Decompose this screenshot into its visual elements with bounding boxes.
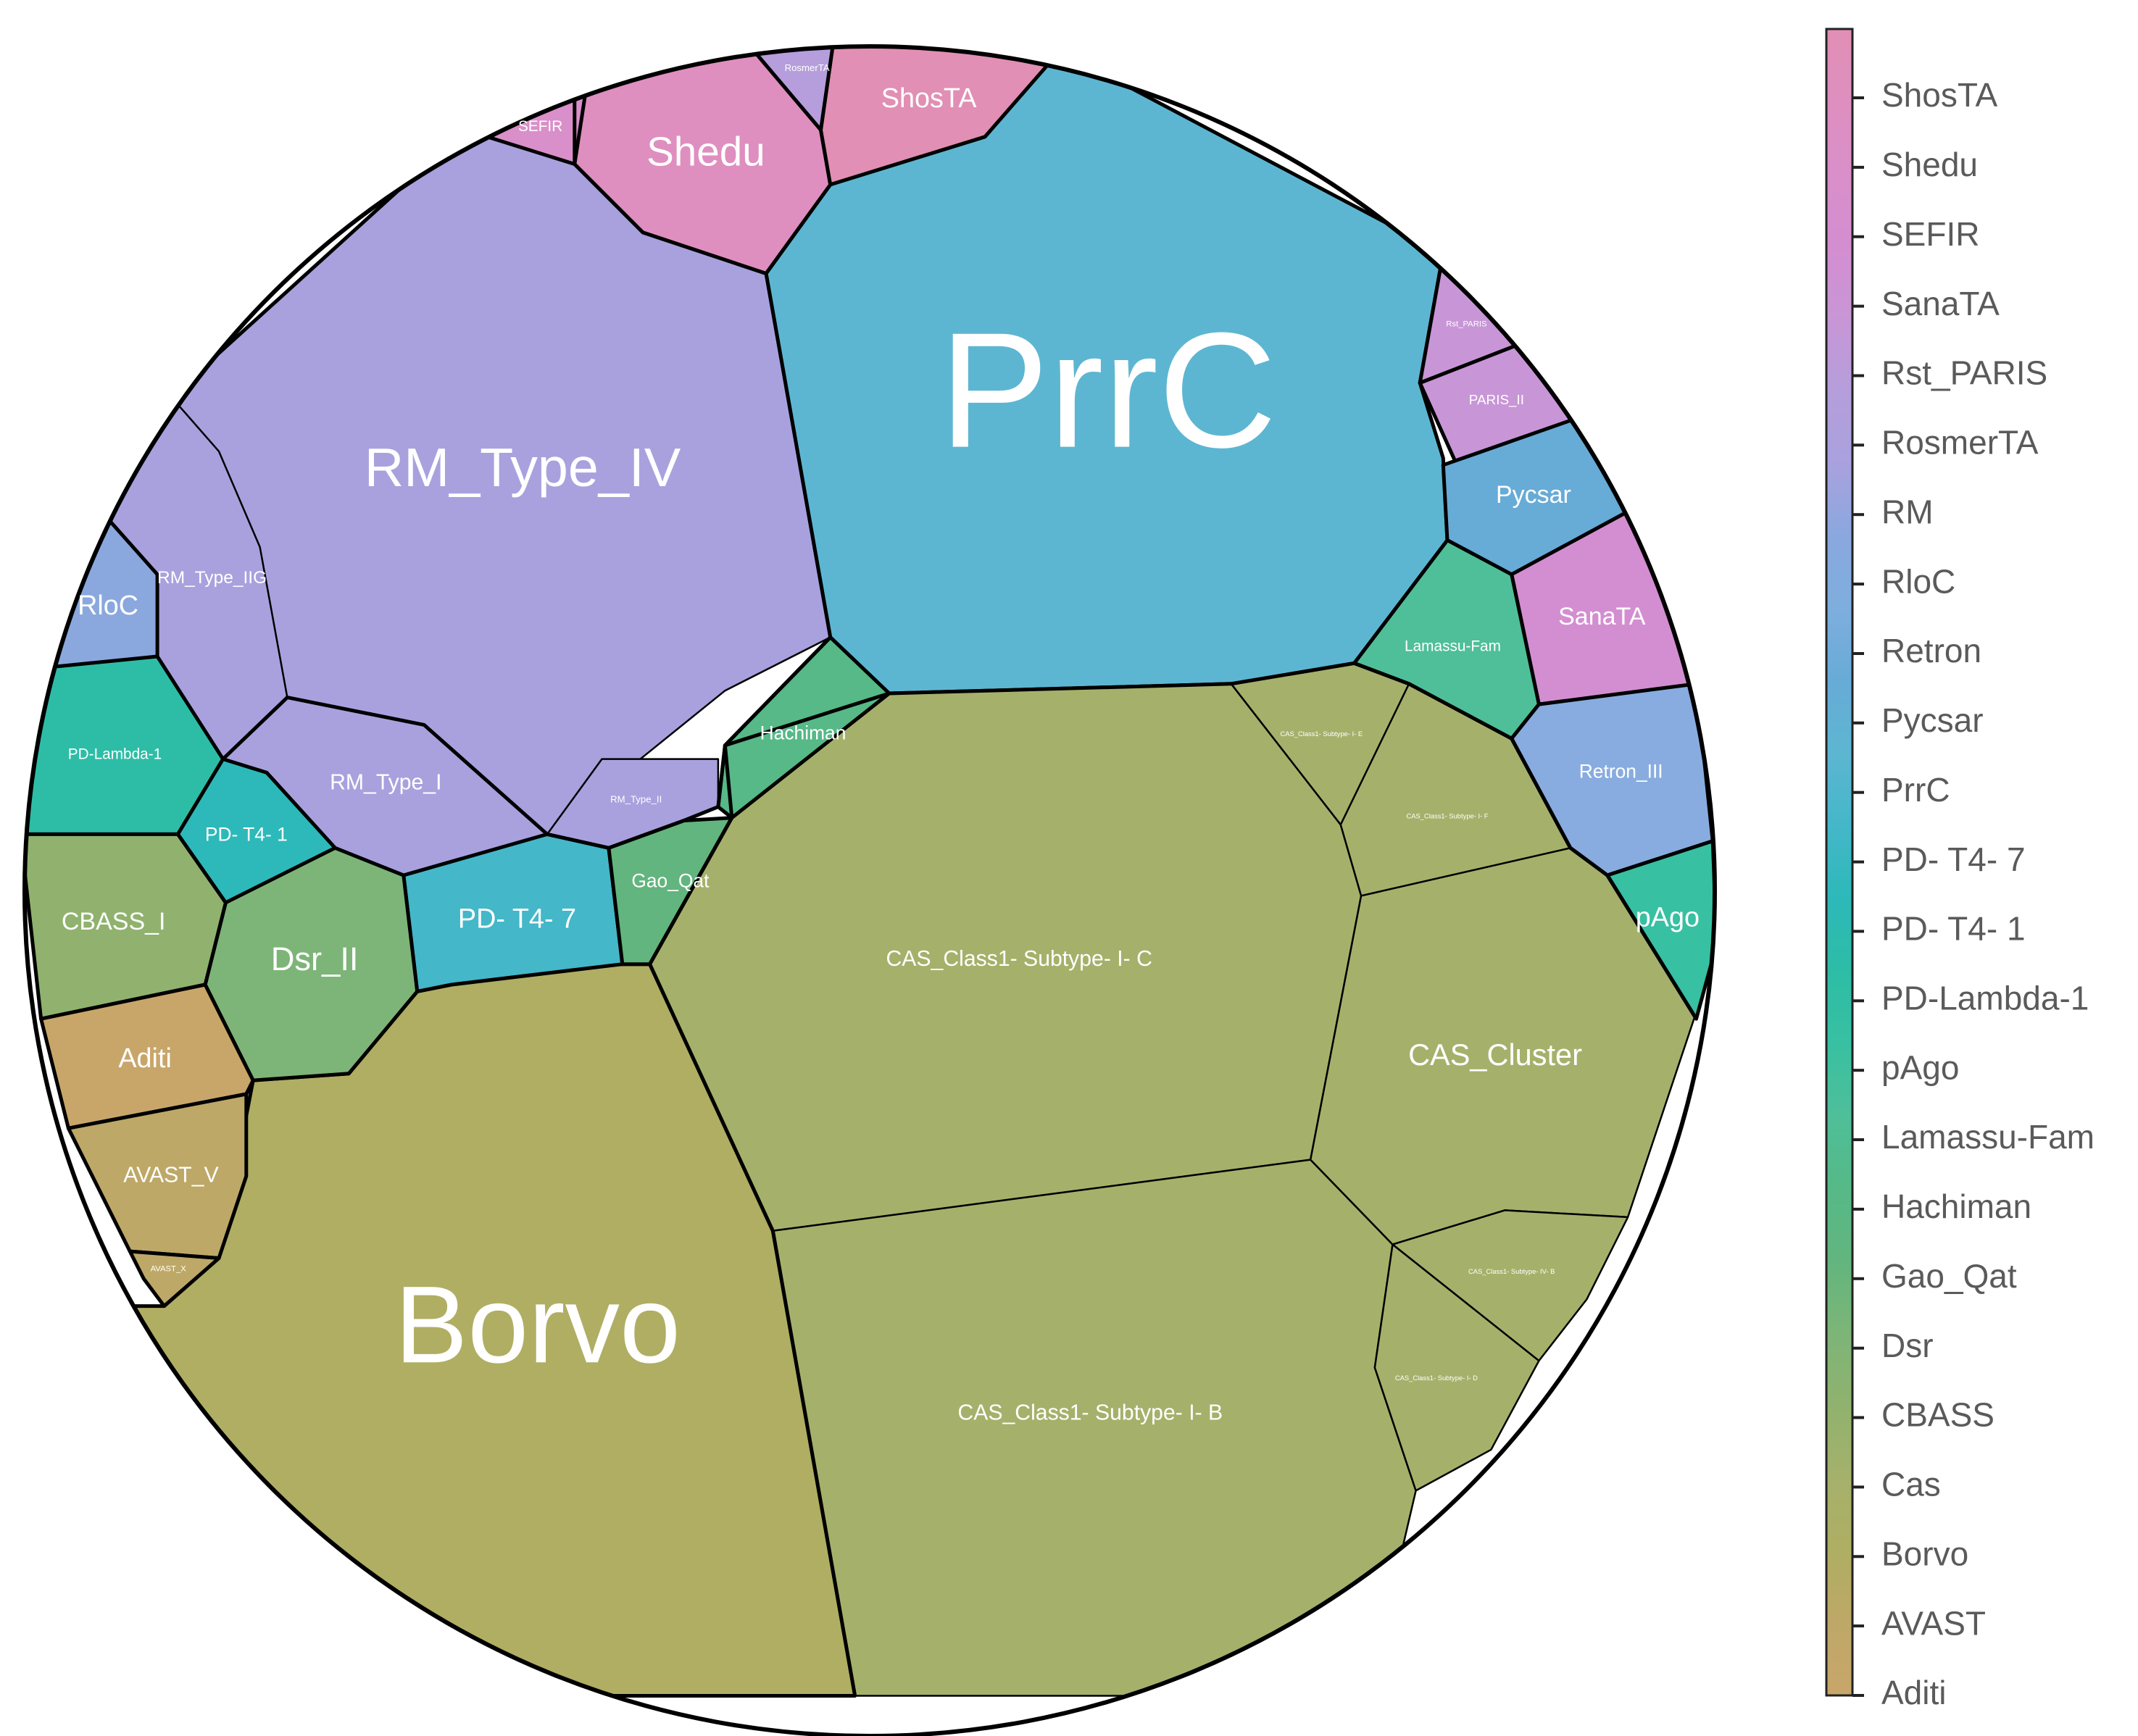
cell-retron-iii-label: Retron_III — [1579, 760, 1663, 782]
cell-rloc-label: RloC — [78, 591, 138, 621]
outline-group — [22, 44, 1717, 1736]
legend-label: PD- T4- 1 — [1881, 910, 2026, 948]
legend-label: AVAST — [1881, 1604, 1986, 1642]
cell-pago-label: pAgo — [1636, 902, 1700, 932]
cell-cas-i-d-label: CAS_Class1- Subtype- I- D — [1395, 1374, 1478, 1382]
cell-cas-i-e-label: CAS_Class1- Subtype- I- E — [1281, 730, 1363, 738]
cell-sanata-label: SanaTA — [1558, 603, 1646, 630]
cell-gao-qat-label: Gao_Qat — [631, 869, 710, 891]
group-boundary-1 — [221, 88, 833, 850]
cell-pd-t4-1-label: PD- T4- 1 — [205, 823, 288, 845]
legend-label: Retron — [1881, 632, 1981, 669]
legend-label: Borvo — [1881, 1535, 1968, 1572]
outer-circle — [22, 44, 1717, 1736]
legend-label: RloC — [1881, 562, 1955, 600]
cell-rm-type-ii-label: RM_Type_II — [610, 794, 662, 805]
legend-label: CBASS — [1881, 1396, 1995, 1434]
cell-avast-v-label: AVAST_V — [123, 1163, 218, 1187]
cell-rosmerta-label: RosmerTA — [785, 62, 830, 73]
cell-dsr-ii-label: Dsr_II — [271, 940, 359, 977]
cell-rosmerta — [744, 46, 836, 132]
legend-label: Hachiman — [1881, 1188, 2031, 1225]
legend-label: Gao_Qat — [1881, 1257, 2017, 1295]
legend-label: Dsr — [1881, 1327, 1934, 1364]
legend-label: PrrC — [1881, 771, 1950, 809]
legend-label: Lamassu-Fam — [1881, 1118, 2095, 1156]
legend: ShosTA Shedu SEFIR SanaTA Rst_PARIS RosmerTA R… — [1825, 28, 2095, 1711]
cell-avast-x — [128, 1249, 221, 1309]
legend-label: Rst_PARIS — [1881, 354, 2047, 392]
legend-label: Shedu — [1881, 146, 1978, 183]
group-boundary-4 — [648, 963, 857, 1696]
labels-group: PrrC RM_Type_IV RM_Type_IIG RM_Type_I RM_Typ… — [62, 62, 1700, 1425]
cell-aditi — [39, 982, 255, 1130]
cell-cas-i-c-label: CAS_Class1- Subtype- I- C — [886, 947, 1152, 971]
legend-label: RM — [1881, 493, 1934, 530]
cell-aditi-label: Aditi — [118, 1043, 172, 1074]
legend-label: Cas — [1881, 1466, 1941, 1503]
legend-label: ShosTA — [1881, 76, 1998, 114]
cell-lamassu-fam-label: Lamassu-Fam — [1405, 638, 1501, 654]
cell-cas-i-b — [772, 1159, 1417, 1697]
legend-label: SanaTA — [1881, 285, 2000, 322]
cell-hachiman-label: Hachiman — [760, 722, 847, 744]
cell-rm-type-i-label: RM_Type_I — [330, 770, 441, 794]
legend-colorbar — [1825, 28, 1854, 1697]
group-boundary-3 — [648, 661, 1698, 1020]
cell-shostta-label: ShosTA — [881, 83, 977, 114]
legend-label: pAgo — [1881, 1048, 1959, 1086]
legend-label: RosmerTA — [1881, 423, 2039, 461]
cell-pycsar-label: Pycsar — [1496, 481, 1571, 509]
legend-label: PD-Lambda-1 — [1881, 979, 2089, 1017]
cell-cas-iv-b-label: CAS_Class1- Subtype- IV- B — [1468, 1267, 1555, 1275]
cell-rm-type-iig-label: RM_Type_IIG — [157, 568, 267, 588]
cell-pd-t4-7-label: PD- T4- 7 — [458, 904, 576, 934]
cell-sefir-label: SEFIR — [518, 118, 562, 135]
legend-label: PD- T4- 7 — [1881, 840, 2026, 878]
legend-label: Pycsar — [1881, 701, 1984, 739]
cell-shedu-label: Shedu — [646, 128, 765, 174]
cell-rm-type-iv-label: RM_Type_IV — [365, 437, 681, 498]
cell-rst-paris-label: Rst_PARIS — [1446, 320, 1487, 328]
cell-cbass-i — [25, 832, 228, 1021]
legend-label: SEFIR — [1881, 215, 1979, 253]
cell-cas-cluster-label: CAS_Cluster — [1408, 1038, 1582, 1072]
cell-avast-x-label: AVAST_X — [151, 1265, 187, 1274]
cell-prrc-label: PrrC — [939, 299, 1277, 482]
cell-paris-ii-label: PARIS_II — [1469, 393, 1524, 408]
cell-cas-i-b-label: CAS_Class1- Subtype- I- B — [957, 1401, 1223, 1425]
legend-label: Aditi — [1881, 1674, 1946, 1711]
cell-avast-v — [66, 1092, 249, 1260]
cell-cas-i-f-label: CAS_Class1- Subtype- I- F — [1406, 811, 1488, 819]
cell-borvo-label: Borvo — [395, 1263, 681, 1385]
cells-group — [25, 46, 1715, 1698]
cell-cbass-i-label: CBASS_I — [62, 908, 166, 935]
cell-cas-i-d — [1373, 1243, 1540, 1492]
cell-pd-lambda-1-label: PD-Lambda-1 — [68, 746, 162, 762]
